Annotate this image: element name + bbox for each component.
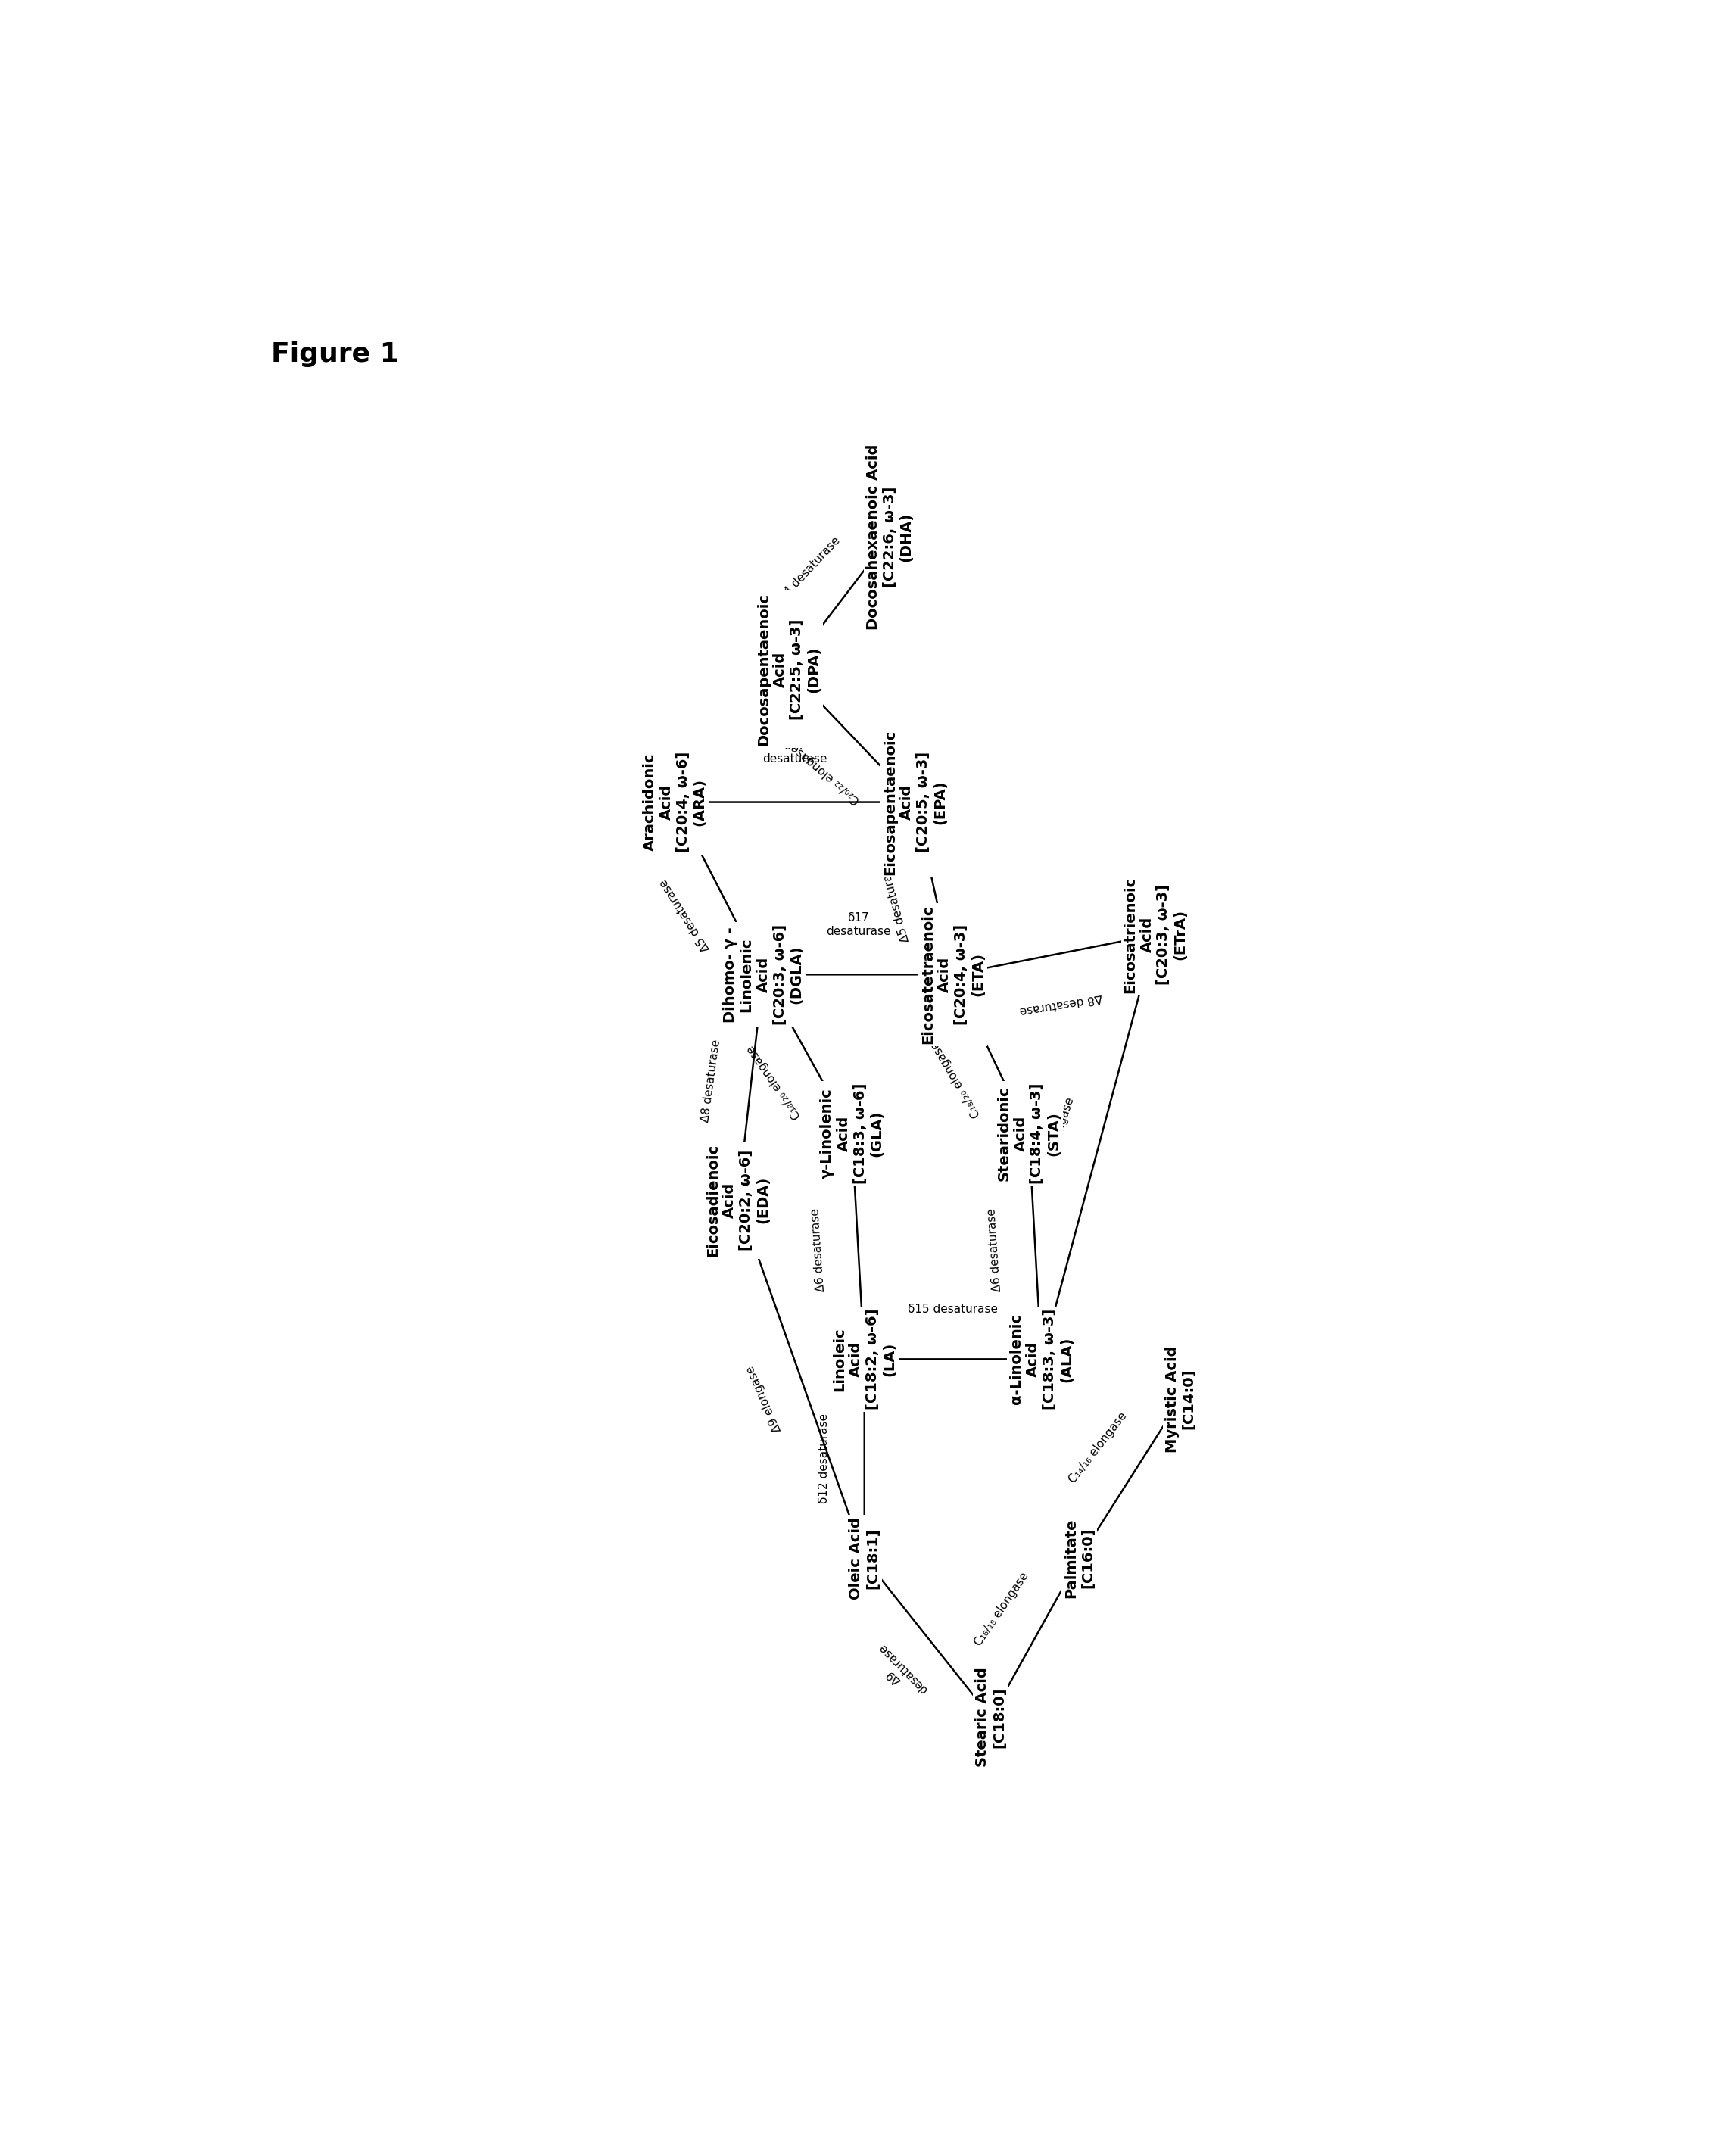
Text: Δ9 elongase: Δ9 elongase (745, 1363, 783, 1434)
Text: C₁₈/₂₀ elongase: C₁₈/₂₀ elongase (745, 1044, 804, 1122)
Text: Eicosatetraenoic
Acid
[C20:4, ω-3]
(ETA): Eicosatetraenoic Acid [C20:4, ω-3] (ETA) (920, 904, 984, 1044)
Text: Δ9 elongase: Δ9 elongase (1043, 1096, 1076, 1167)
Text: Palmitate
[C16:0]: Palmitate [C16:0] (1064, 1518, 1095, 1598)
Text: Docosapentaenoic
Acid
[C22:5, ω-3]
(DPA): Docosapentaenoic Acid [C22:5, ω-3] (DPA) (757, 592, 821, 745)
Text: α-Linolenic
Acid
[C18:3, ω-3]
(ALA): α-Linolenic Acid [C18:3, ω-3] (ALA) (1009, 1309, 1073, 1410)
Text: Myristic Acid
[C14:0]: Myristic Acid [C14:0] (1165, 1346, 1196, 1453)
Text: δ15 desaturase: δ15 desaturase (908, 1305, 998, 1315)
Text: Figure 1: Figure 1 (271, 342, 399, 366)
Text: Eicosatrienoic
Acid
[C20:3, ω-3]
(ETrA): Eicosatrienoic Acid [C20:3, ω-3] (ETrA) (1123, 876, 1187, 993)
Text: γ-Linolenic
Acid
[C18:3, ω-6]
(GLA): γ-Linolenic Acid [C18:3, ω-6] (GLA) (819, 1083, 884, 1184)
Text: Dihomo- γ -
Linolenic
Acid
[C20:3, ω-6]
(DGLA): Dihomo- γ - Linolenic Acid [C20:3, ω-6] … (722, 924, 804, 1025)
Text: Δ5 desaturase: Δ5 desaturase (878, 859, 911, 943)
Text: Δ6 desaturase: Δ6 desaturase (809, 1208, 826, 1292)
Text: C₁₄/₁₆ elongase: C₁₄/₁₆ elongase (1068, 1410, 1130, 1486)
Text: Arachidonic
Acid
[C20:4, ω-6]
(ARA): Arachidonic Acid [C20:4, ω-6] (ARA) (642, 751, 707, 853)
Text: δ17
desaturase: δ17 desaturase (762, 741, 828, 764)
Text: Stearic Acid
[C18:0]: Stearic Acid [C18:0] (976, 1666, 1007, 1768)
Text: Linoleic
Acid
[C18:2, ω-6]
(LA): Linoleic Acid [C18:2, ω-6] (LA) (832, 1309, 896, 1410)
Text: Stearidonic
Acid
[C18:4, ω-3]
(STA): Stearidonic Acid [C18:4, ω-3] (STA) (996, 1083, 1061, 1184)
Text: δ12 desaturase: δ12 desaturase (818, 1415, 830, 1503)
Text: Eicosapentaenoic
Acid
[C20:5, ω-3]
(EPA): Eicosapentaenoic Acid [C20:5, ω-3] (EPA) (884, 730, 948, 874)
Text: C₁₆/₁₈ elongase: C₁₆/₁₈ elongase (972, 1572, 1031, 1649)
Text: Δ6 desaturase: Δ6 desaturase (986, 1208, 1003, 1292)
Text: Δ5 desaturase: Δ5 desaturase (658, 876, 712, 954)
Text: Δ8 desaturase: Δ8 desaturase (700, 1038, 722, 1122)
Text: Δ8 desaturase: Δ8 desaturase (1019, 993, 1102, 1016)
Text: C₂₀/₂₂ elongase: C₂₀/₂₂ elongase (788, 741, 863, 805)
Text: Eicosadienoic
Acid
[C20:2, ω-6]
(EDA): Eicosadienoic Acid [C20:2, ω-6] (EDA) (707, 1143, 771, 1257)
Text: Δ9
desaturase: Δ9 desaturase (868, 1641, 930, 1705)
Text: Δ4 desaturase: Δ4 desaturase (778, 534, 842, 603)
Text: C₁₈/₂₀ elongase: C₁₈/₂₀ elongase (929, 1040, 983, 1120)
Text: Oleic Acid
[C18:1]: Oleic Acid [C18:1] (849, 1518, 880, 1600)
Text: δ17
desaturase: δ17 desaturase (826, 913, 891, 937)
Text: Docosahexaenoic Acid
[C22:6, ω-3]
(DHA): Docosahexaenoic Acid [C22:6, ω-3] (DHA) (866, 444, 913, 629)
